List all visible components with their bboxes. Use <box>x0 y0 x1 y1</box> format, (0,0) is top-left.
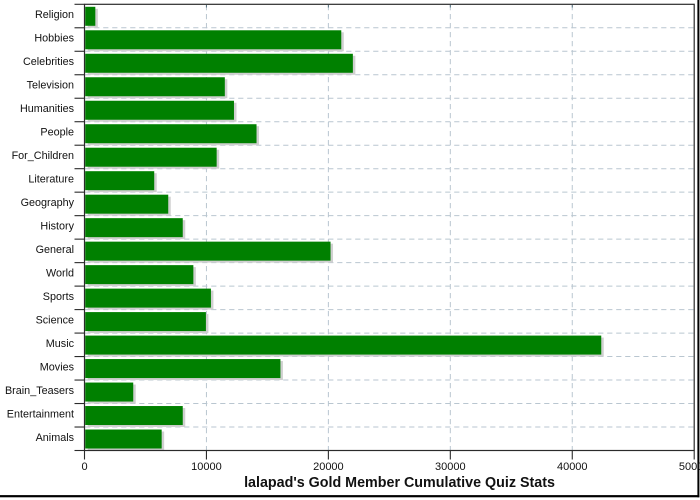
svg-text:20000: 20000 <box>313 461 344 473</box>
svg-text:40000: 40000 <box>557 461 588 473</box>
svg-text:General: General <box>36 244 74 256</box>
svg-text:Hobbies: Hobbies <box>34 33 74 45</box>
svg-text:Celebrities: Celebrities <box>23 56 75 68</box>
svg-text:Religion: Religion <box>35 9 74 21</box>
svg-text:0: 0 <box>81 461 87 473</box>
svg-text:Sports: Sports <box>43 291 75 303</box>
svg-text:Movies: Movies <box>40 361 75 373</box>
svg-text:Literature: Literature <box>28 173 74 185</box>
svg-text:People: People <box>40 127 74 139</box>
svg-text:Animals: Animals <box>36 432 75 444</box>
svg-text:History: History <box>40 220 74 232</box>
svg-text:Television: Television <box>27 80 74 92</box>
svg-text:lalapad's Gold Member Cumulati: lalapad's Gold Member Cumulative Quiz St… <box>244 475 555 491</box>
svg-text:Geography: Geography <box>21 197 75 209</box>
svg-text:Humanities: Humanities <box>20 103 75 115</box>
svg-text:30000: 30000 <box>435 461 466 473</box>
svg-text:World: World <box>46 267 74 279</box>
svg-text:Music: Music <box>46 338 75 350</box>
svg-text:10000: 10000 <box>191 461 222 473</box>
svg-text:For_Children: For_Children <box>12 150 74 162</box>
svg-text:Science: Science <box>36 314 74 326</box>
svg-text:50000: 50000 <box>679 461 700 473</box>
svg-text:Brain_Teasers: Brain_Teasers <box>5 385 75 397</box>
svg-text:Entertainment: Entertainment <box>7 408 74 420</box>
